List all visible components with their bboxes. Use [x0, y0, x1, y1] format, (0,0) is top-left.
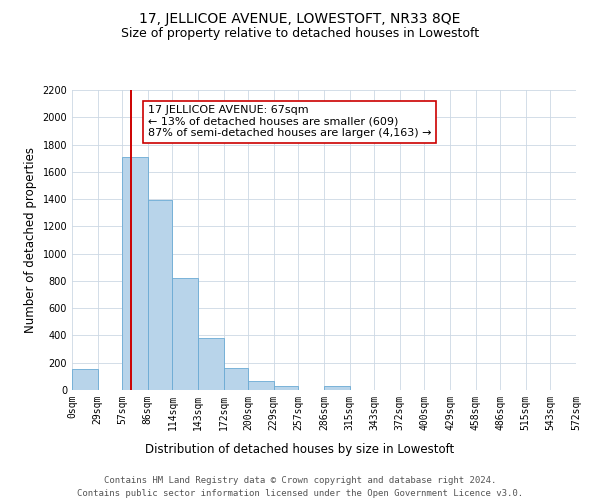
Bar	[274, 386, 298, 390]
Text: Contains HM Land Registry data © Crown copyright and database right 2024.
Contai: Contains HM Land Registry data © Crown c…	[77, 476, 523, 498]
Bar	[148, 200, 172, 390]
Text: Distribution of detached houses by size in Lowestoft: Distribution of detached houses by size …	[145, 442, 455, 456]
Bar	[198, 338, 224, 390]
Bar	[248, 381, 274, 390]
Text: Size of property relative to detached houses in Lowestoft: Size of property relative to detached ho…	[121, 28, 479, 40]
Bar	[224, 368, 248, 390]
Bar	[324, 386, 350, 390]
Text: 17, JELLICOE AVENUE, LOWESTOFT, NR33 8QE: 17, JELLICOE AVENUE, LOWESTOFT, NR33 8QE	[139, 12, 461, 26]
Bar	[122, 157, 148, 390]
Text: 17 JELLICOE AVENUE: 67sqm
← 13% of detached houses are smaller (609)
87% of semi: 17 JELLICOE AVENUE: 67sqm ← 13% of detac…	[148, 105, 431, 138]
Bar	[172, 278, 198, 390]
Y-axis label: Number of detached properties: Number of detached properties	[24, 147, 37, 333]
Bar	[72, 369, 98, 390]
